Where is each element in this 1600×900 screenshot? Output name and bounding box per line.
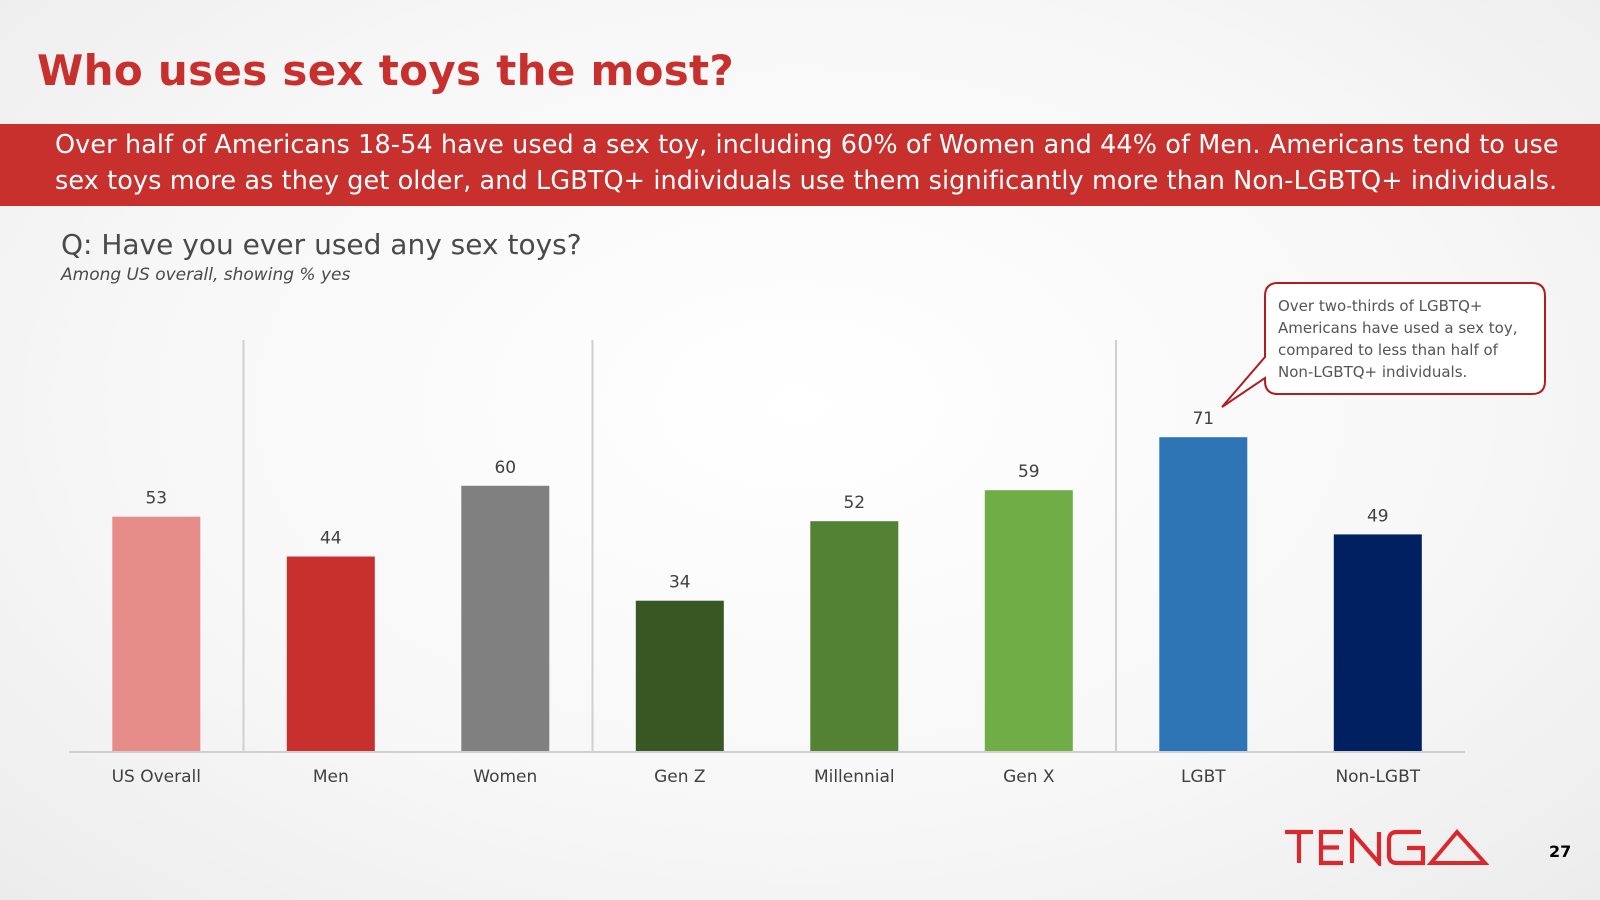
value-labels: 53 44 60 34 52 59 71 49 xyxy=(145,409,1388,593)
bar-men xyxy=(286,556,375,751)
value-label-us-overall: 53 xyxy=(145,489,167,509)
bar-women xyxy=(461,485,550,751)
summary-banner: Over half of Americans 18-54 have used a… xyxy=(0,124,1600,206)
bar-non-lgbt xyxy=(1333,534,1422,751)
category-label-gen-x: Gen X xyxy=(1003,767,1055,787)
value-label-women: 60 xyxy=(494,458,516,478)
bar-millennial xyxy=(810,521,899,751)
category-label-millennial: Millennial xyxy=(814,767,895,787)
slide-title: Who uses sex toys the most? xyxy=(37,46,735,95)
bar-lgbt xyxy=(1159,437,1248,751)
category-label-women: Women xyxy=(473,767,537,787)
category-labels: US Overall Men Women Gen Z Millennial Gen X LG… xyxy=(112,767,1421,787)
value-label-gen-x: 59 xyxy=(1018,462,1040,482)
category-label-gen-z: Gen Z xyxy=(654,767,705,787)
bars xyxy=(112,437,1422,751)
banner-line-1: Over half of Americans 18-54 have used a… xyxy=(55,130,1559,160)
value-label-lgbt: 71 xyxy=(1192,409,1214,429)
question-subtitle: Among US overall, showing % yes xyxy=(61,265,351,285)
value-label-gen-z: 34 xyxy=(669,573,691,593)
category-label-lgbt: LGBT xyxy=(1181,767,1226,787)
callout-text: Over two-thirds of LGBTQ+ Americans have… xyxy=(1278,297,1518,381)
page-number: 27 xyxy=(1549,842,1572,861)
tenga-logo xyxy=(1285,828,1489,866)
value-label-millennial: 52 xyxy=(843,493,865,513)
bar-gen-x xyxy=(984,490,1073,751)
category-label-us-overall: US Overall xyxy=(112,767,201,787)
group-dividers xyxy=(242,340,1117,751)
bar-gen-z xyxy=(635,600,724,751)
bar-us-overall xyxy=(112,516,201,751)
banner-line-2: sex toys more as they get older, and LGB… xyxy=(55,166,1558,196)
category-label-non-lgbt: Non-LGBT xyxy=(1335,767,1420,787)
category-label-men: Men xyxy=(313,767,349,787)
question-heading: Q: Have you ever used any sex toys? xyxy=(61,228,582,261)
callout-bubble xyxy=(1221,282,1546,408)
value-label-men: 44 xyxy=(320,529,342,549)
value-label-non-lgbt: 49 xyxy=(1367,506,1389,526)
